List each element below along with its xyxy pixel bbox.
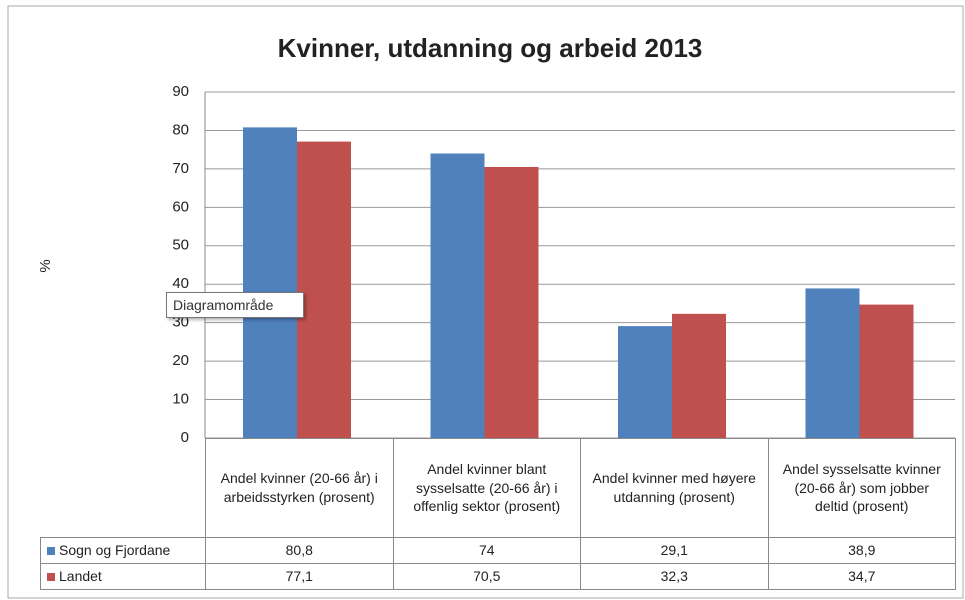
table-value: 80,8 [205,537,394,564]
category-label: Andel sysselsatte kvinner (20-66 år) som… [767,438,956,538]
category-label: Andel kvinner (20-66 år) i arbeidsstyrke… [205,438,394,538]
y-tick-label: 90 [172,83,189,100]
y-tick-label: 0 [181,429,189,446]
bar [805,288,860,438]
bar [484,166,539,438]
chart-border [7,5,964,599]
category-label: Andel kvinner blant sysselsatte (20-66 å… [392,438,581,538]
bar [859,304,914,438]
y-tick-label: 80 [172,121,189,138]
y-tick-label: 50 [172,237,189,254]
table-value: 32,3 [580,563,769,590]
bar [297,141,351,439]
y-tick-label: 60 [172,198,189,215]
chart-title: Kvinner, utdanning og arbeid 2013 [278,33,703,63]
legend-label: Landet [59,568,102,585]
bar [618,326,672,438]
table-value: 29,1 [580,537,769,564]
legend-entry: Landet [40,563,206,590]
table-value: 38,9 [767,537,956,564]
bar [672,313,726,438]
legend-label: Sogn og Fjordane [59,542,171,559]
y-tick-label: 20 [172,352,189,369]
y-tick-label: 70 [172,160,189,177]
y-axis-label: % [37,259,54,272]
legend-swatch [47,572,55,581]
tooltip: Diagramområde [166,292,304,318]
table-value: 74 [392,537,581,564]
category-label: Andel kvinner med høyere utdanning (pros… [580,438,769,538]
bar [430,153,485,438]
legend-entry: Sogn og Fjordane [40,537,206,564]
legend-swatch [47,546,55,555]
table-value: 77,1 [205,563,394,590]
bar [243,127,297,438]
y-tick-label: 40 [172,275,189,292]
y-tick-label: 10 [172,391,189,408]
table-value: 70,5 [392,563,581,590]
table-value: 34,7 [767,563,956,590]
